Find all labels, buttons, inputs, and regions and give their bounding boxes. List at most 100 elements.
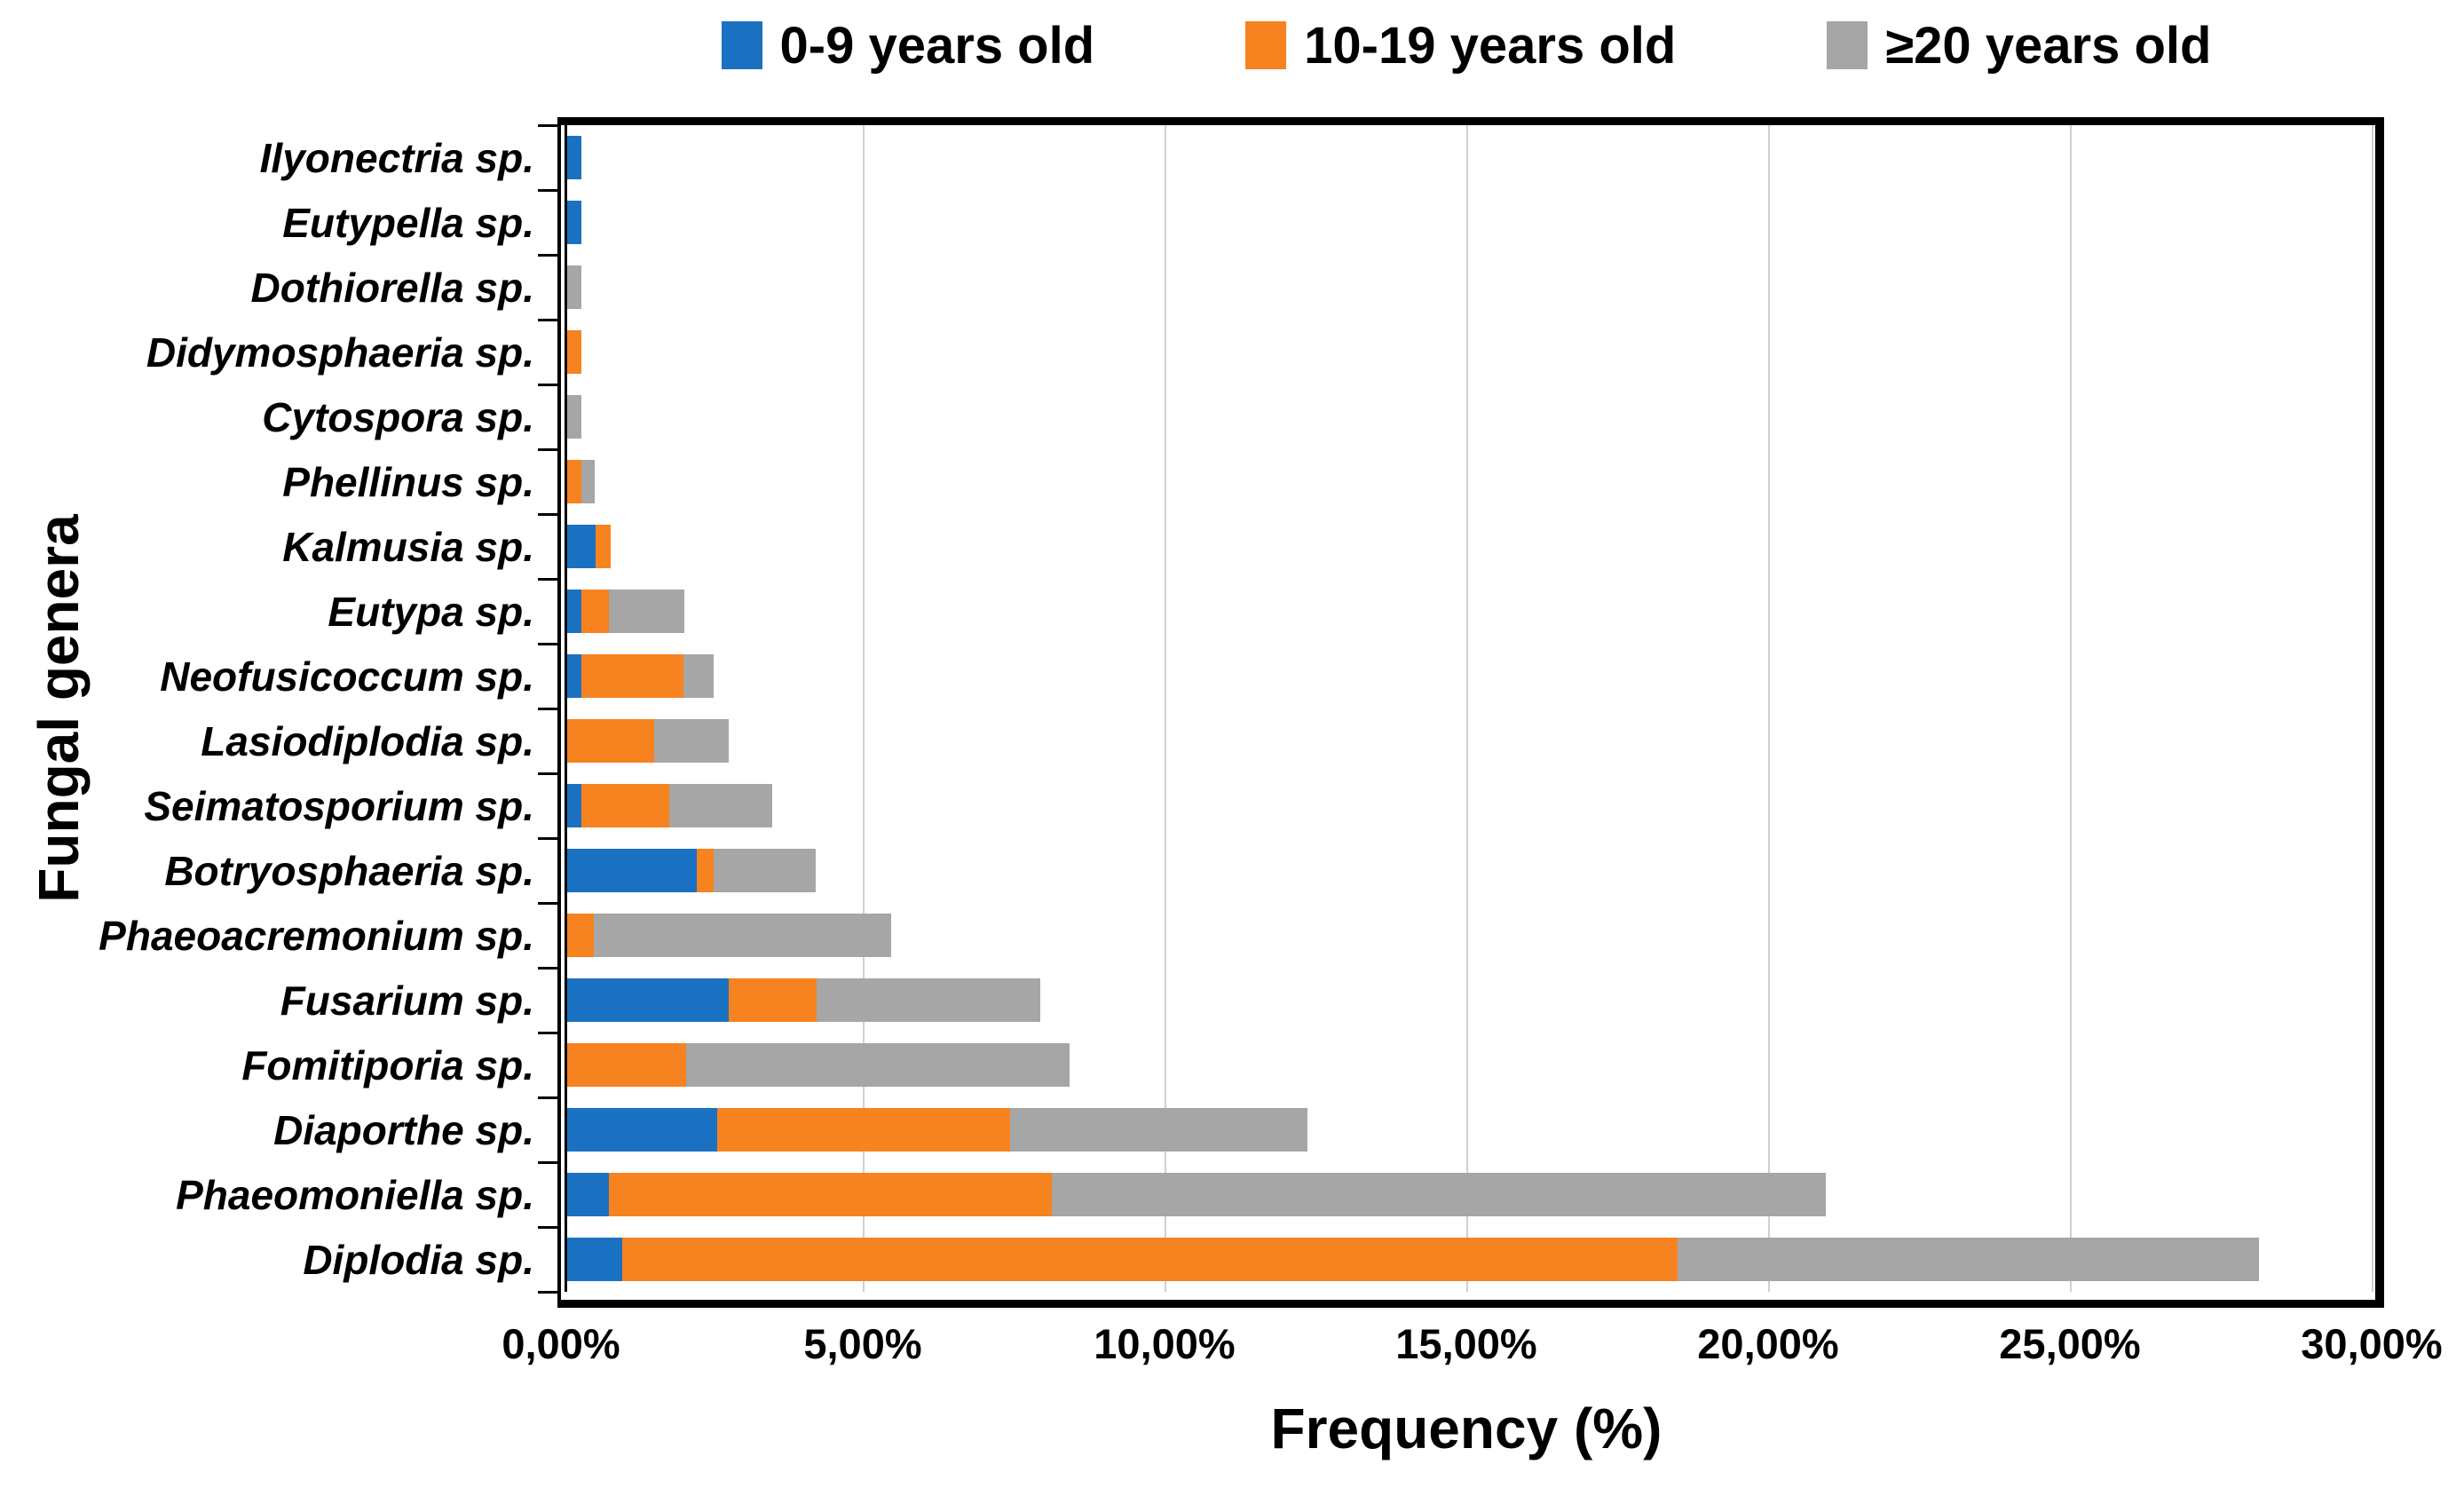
category-label: Seimatosporium sp.: [144, 782, 534, 829]
legend-swatch: [721, 21, 762, 69]
category-label: Diaporthe sp.: [273, 1106, 534, 1153]
bar-segment: [567, 654, 581, 698]
bar-row: [567, 708, 2372, 773]
bar-segment: [609, 1173, 1053, 1216]
bar-segment: [580, 460, 596, 503]
bar-row: [567, 1033, 2372, 1097]
legend-item: ≥20 years old: [1827, 16, 2211, 75]
y-axis-tick-mark: [538, 837, 561, 840]
y-axis-tick-mark: [538, 318, 561, 321]
gridline: [2070, 125, 2072, 1292]
bar-segment: [567, 1043, 686, 1087]
bar-row: [567, 449, 2372, 514]
bar-row: [567, 838, 2372, 903]
bar-segment: [696, 849, 714, 892]
legend-label: 0-9 years old: [779, 16, 1095, 75]
bar-segment: [567, 1173, 610, 1216]
x-tick-label: 15,00%: [1395, 1320, 1537, 1367]
bar-segment: [668, 784, 773, 827]
bar-segment: [685, 1043, 1070, 1087]
category-label: Botryosphaeria sp.: [164, 847, 534, 894]
category-label: Lasiodiplodia sp.: [201, 717, 534, 764]
y-axis-tick-mark: [538, 1032, 561, 1034]
bar-row: [567, 1227, 2372, 1292]
bar-segment: [567, 1108, 718, 1152]
y-axis-tick-mark: [538, 1160, 561, 1164]
x-tick-label: 10,00%: [1094, 1320, 1236, 1367]
bar-segment: [1052, 1173, 1826, 1216]
bar-segment: [580, 590, 610, 633]
category-label: Kalmusia sp.: [282, 523, 534, 570]
bar-segment: [567, 460, 581, 503]
category-label: Diplodia sp.: [303, 1236, 534, 1283]
bar-segment: [683, 654, 714, 698]
y-axis-tick-mark: [538, 253, 561, 257]
bar-segment: [567, 849, 697, 892]
y-axis-tick-mark: [538, 901, 561, 905]
bar-row: [567, 255, 2372, 320]
x-tick-label: 30,00%: [2301, 1320, 2443, 1367]
legend-swatch: [1245, 21, 1287, 69]
category-label: Eutypa sp.: [328, 588, 534, 635]
bar-segment: [717, 1108, 1010, 1152]
bar-row: [567, 125, 2372, 190]
bar-segment: [567, 1238, 623, 1281]
legend-swatch: [1827, 21, 1868, 69]
bar-row: [567, 903, 2372, 968]
y-axis-tick-mark: [538, 1096, 561, 1099]
bar-row: [567, 384, 2372, 449]
x-tick-label: 5,00%: [803, 1320, 922, 1367]
bar-segment: [567, 590, 581, 633]
bar-segment: [580, 784, 669, 827]
bar-row: [567, 644, 2372, 708]
bar-segment: [567, 265, 581, 309]
plot-area: [538, 124, 2373, 1294]
bar-segment: [567, 525, 596, 568]
x-tick-label: 25,00%: [1999, 1320, 2141, 1367]
bar-segment: [567, 136, 581, 179]
category-label: Cytospora sp.: [262, 393, 534, 440]
bar-row: [567, 190, 2372, 255]
bar-segment: [817, 978, 1040, 1022]
category-label: Didymosphaeria sp.: [146, 328, 534, 376]
gridline: [1165, 125, 1166, 1292]
bar-segment: [567, 719, 654, 763]
bar-segment: [567, 330, 581, 374]
bar-row: [567, 320, 2372, 384]
category-label: Phaeoacremonium sp.: [99, 912, 534, 959]
x-tick-label: 20,00%: [1697, 1320, 1839, 1367]
category-labels: Ilyonectria sp. Eutypella sp. Dothiorella …: [36, 125, 540, 1292]
category-label: Fusarium sp.: [280, 977, 534, 1024]
bar-segment: [622, 1238, 1678, 1281]
gridline: [1466, 125, 1468, 1292]
y-axis-line: [565, 125, 567, 1292]
category-label: Dothiorella sp.: [250, 264, 534, 311]
y-axis-tick-mark: [538, 124, 561, 127]
y-axis-tick-mark: [538, 512, 561, 516]
y-axis-tick-mark: [538, 188, 561, 192]
bar-row: [567, 579, 2372, 644]
y-axis-tick-mark: [538, 578, 561, 581]
category-label: Neofusicoccum sp.: [160, 653, 534, 700]
category-label: Ilyonectria sp.: [259, 134, 534, 181]
y-axis-tick-mark: [538, 383, 561, 386]
y-axis-tick-mark: [538, 772, 561, 775]
plot-frame: [538, 117, 2384, 1308]
x-tick-label: 0,00%: [501, 1320, 620, 1367]
bar-segment: [653, 719, 729, 763]
y-axis-tick-mark: [538, 448, 561, 451]
bars-area: [567, 125, 2372, 1292]
category-label: Phellinus sp.: [282, 458, 534, 505]
y-axis-tick-mark: [538, 642, 561, 645]
category-label: Phaeomoniella sp.: [176, 1171, 534, 1218]
legend-item: 0-9 years old: [721, 16, 1095, 75]
category-label: Eutypella sp.: [282, 199, 534, 246]
y-axis-tick-mark: [538, 967, 561, 970]
bar-row: [567, 1097, 2372, 1162]
x-axis-title: Frequency (%): [1270, 1397, 1662, 1460]
bar-segment: [580, 654, 683, 698]
bar-row: [567, 968, 2372, 1033]
gridline: [863, 125, 865, 1292]
bar-segment: [567, 201, 581, 244]
